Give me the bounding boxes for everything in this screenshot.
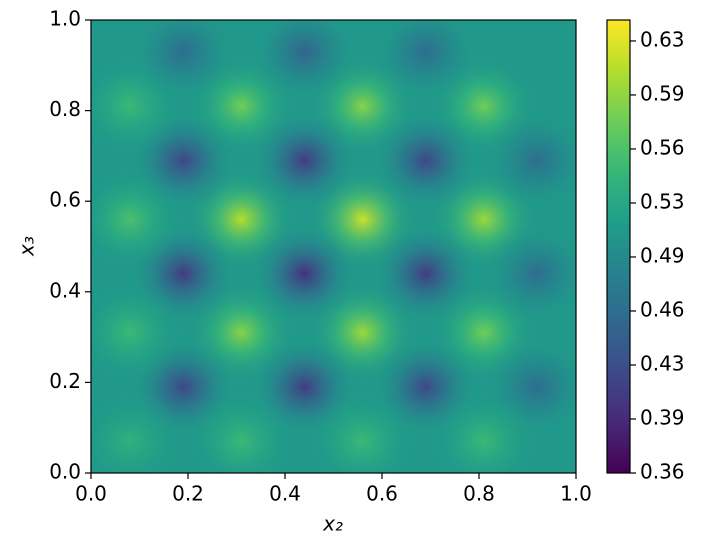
colorbar-tick-label: 0.39 bbox=[640, 405, 685, 429]
field-spot bbox=[372, 110, 479, 211]
x-tick-label: 0.0 bbox=[75, 482, 107, 506]
y-tick-label: 0.8 bbox=[49, 97, 81, 121]
field-spot bbox=[372, 20, 479, 102]
field-spot bbox=[430, 391, 538, 473]
field bbox=[91, 20, 576, 473]
field-spot bbox=[91, 169, 184, 270]
field-spot bbox=[129, 20, 237, 102]
y-axis-label: x₃ bbox=[15, 236, 39, 257]
field-spot bbox=[372, 223, 479, 324]
colorbar-tick-label: 0.36 bbox=[640, 460, 685, 484]
y-tick-label: 0.4 bbox=[49, 278, 81, 302]
field-spot bbox=[91, 391, 184, 473]
x-tick-label: 0.8 bbox=[463, 482, 495, 506]
y-tick-label: 1.0 bbox=[49, 7, 81, 31]
x-axis-label: x₂ bbox=[322, 512, 343, 536]
field-spot bbox=[91, 282, 184, 383]
colorbar-tick-label: 0.53 bbox=[640, 189, 685, 213]
field-spot bbox=[251, 223, 358, 324]
x-tick-label: 1.0 bbox=[560, 482, 592, 506]
field-spot bbox=[188, 391, 295, 473]
x-tick-label: 0.4 bbox=[269, 482, 301, 506]
colorbar-tick-label: 0.56 bbox=[640, 135, 685, 159]
colorbar-tick-label: 0.49 bbox=[640, 243, 685, 267]
plot-area bbox=[90, 19, 577, 474]
field-spot bbox=[251, 110, 358, 211]
colorbar-tick-label: 0.59 bbox=[640, 81, 685, 105]
field-spot bbox=[483, 110, 576, 211]
y-tick-label: 0.0 bbox=[49, 460, 81, 484]
y-tick-label: 0.2 bbox=[49, 369, 81, 393]
plot-frame bbox=[90, 19, 577, 474]
field-spot bbox=[309, 391, 416, 473]
field-spot bbox=[251, 20, 358, 102]
x-tick-label: 0.2 bbox=[172, 482, 204, 506]
colorbar bbox=[606, 19, 631, 474]
x-tick-label: 0.6 bbox=[366, 482, 398, 506]
field-spot bbox=[483, 223, 576, 324]
colorbar-tick-label: 0.43 bbox=[640, 351, 685, 375]
colorbar-tick-label: 0.63 bbox=[640, 27, 685, 51]
y-tick-label: 0.6 bbox=[49, 188, 81, 212]
colorbar-tick-label: 0.46 bbox=[640, 297, 685, 321]
